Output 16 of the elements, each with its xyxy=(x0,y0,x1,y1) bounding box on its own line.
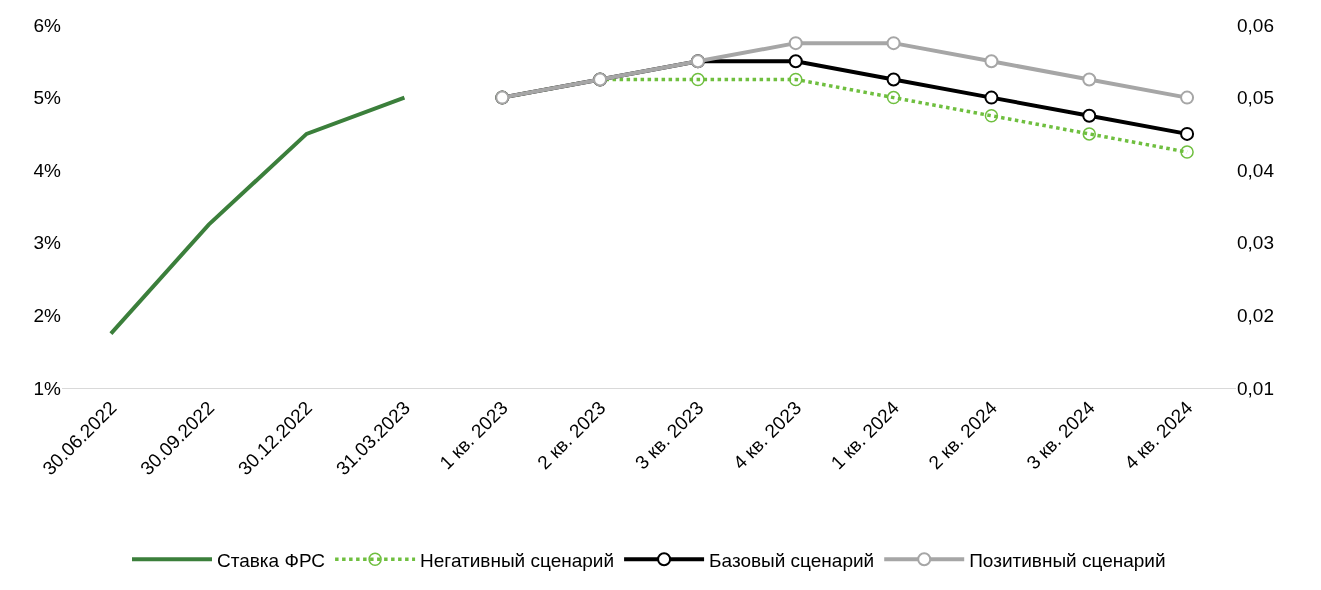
legend-label: Ставка ФРС xyxy=(217,549,326,571)
y2-tick-label: 0,02 xyxy=(1237,305,1274,327)
y2-tick-label: 0,04 xyxy=(1237,159,1275,181)
y2-tick-label: 0,06 xyxy=(1237,14,1274,36)
y2-tick-label: 0,03 xyxy=(1237,232,1274,254)
legend-label: Негативный сценарий xyxy=(420,549,615,571)
y-tick-label: 4% xyxy=(33,159,62,181)
legend-label: Позитивный сценарий xyxy=(969,549,1166,571)
y-tick-label: 1% xyxy=(33,377,62,399)
y-tick-label: 6% xyxy=(33,14,62,36)
legend-label: Базовый сценарий xyxy=(709,549,875,571)
y2-tick-label: 0,05 xyxy=(1237,87,1274,109)
y-tick-label: 2% xyxy=(33,305,62,327)
y-tick-label: 5% xyxy=(33,87,62,109)
y2-tick-label: 0,01 xyxy=(1237,377,1274,399)
y-tick-label: 3% xyxy=(33,232,62,254)
